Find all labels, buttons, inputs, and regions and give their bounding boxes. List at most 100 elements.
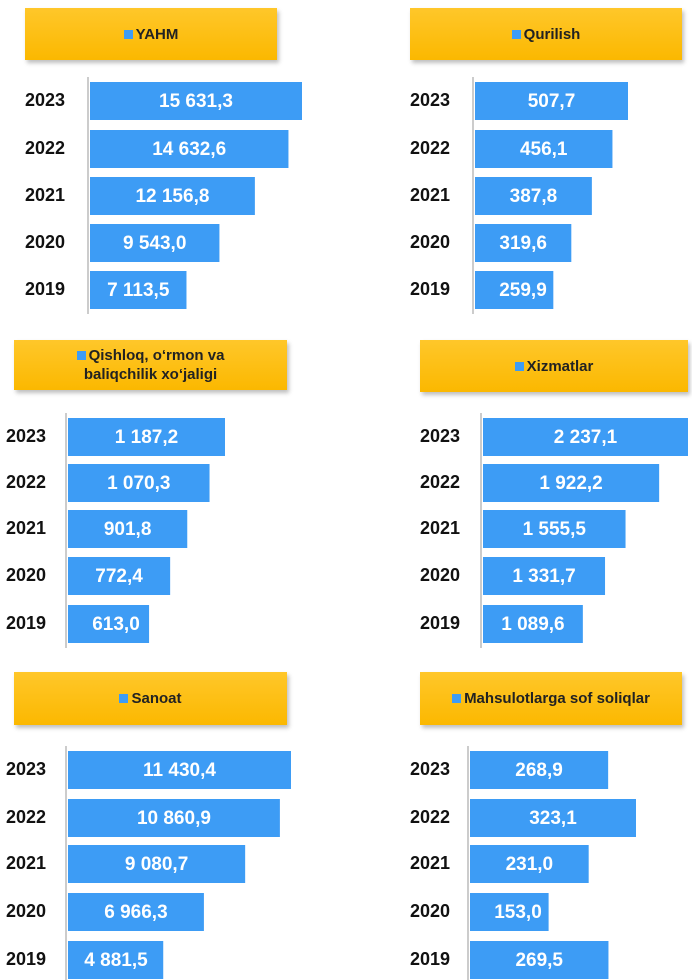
data-label: 319,6 <box>499 233 547 254</box>
data-label: 1 555,5 <box>523 519 587 540</box>
bar <box>475 82 628 120</box>
data-label: 9 080,7 <box>125 854 188 875</box>
y-tick-label: 2023 <box>410 759 450 779</box>
y-tick-label: 2019 <box>410 949 450 969</box>
y-tick-label: 2021 <box>6 518 46 538</box>
y-tick-label: 2020 <box>410 901 450 921</box>
data-label: 507,7 <box>528 91 576 112</box>
y-tick-label: 2020 <box>6 901 46 921</box>
bar <box>483 605 583 643</box>
bar <box>68 557 171 595</box>
data-label: 2 237,1 <box>554 427 618 448</box>
bar <box>470 751 609 789</box>
chart-title: YAHM <box>135 25 179 43</box>
y-tick-label: 2020 <box>6 565 46 585</box>
chart-title-wrap: Qishloq, o‘rmon va baliqchilik xo‘jaligi <box>44 346 257 384</box>
y-tick-label: 2023 <box>420 426 460 446</box>
bar <box>90 82 302 120</box>
y-tick-label: 2020 <box>410 232 450 252</box>
data-label: 268,9 <box>515 760 563 781</box>
y-tick-label: 2022 <box>410 138 450 158</box>
title-marker <box>76 351 86 360</box>
data-label: 1 331,7 <box>512 566 575 587</box>
data-label: 1 187,2 <box>115 427 178 448</box>
data-label: 613,0 <box>92 614 140 635</box>
y-tick-label: 2021 <box>25 185 65 205</box>
y-tick-label: 2022 <box>420 472 460 492</box>
chart-title-box: Qishloq, o‘rmon va baliqchilik xo‘jaligi <box>14 340 287 390</box>
data-label: 10 860,9 <box>137 808 211 829</box>
data-label: 231,0 <box>506 854 554 875</box>
data-label: 387,8 <box>510 186 558 207</box>
data-label: 259,9 <box>499 280 547 301</box>
data-label: 153,0 <box>494 902 542 923</box>
chart-title: Sanoat <box>131 690 182 707</box>
data-label: 772,4 <box>95 566 143 587</box>
data-label: 11 430,4 <box>143 760 216 781</box>
y-tick-label: 2019 <box>6 949 46 969</box>
bar <box>483 464 660 502</box>
y-tick-label: 2021 <box>6 853 46 873</box>
bar <box>483 510 626 548</box>
bar <box>470 941 609 979</box>
data-label: 14 632,6 <box>152 139 226 160</box>
title-marker <box>452 694 462 703</box>
y-tick-label: 2023 <box>6 759 46 779</box>
y-tick-label: 2019 <box>25 279 65 299</box>
chart-title-box: Xizmatlar <box>420 340 688 392</box>
chart-title-box: Mahsulotlarga sof soliqlar <box>420 672 682 725</box>
y-tick-label: 2021 <box>420 518 460 538</box>
bar <box>483 418 688 456</box>
data-label: 1 070,3 <box>107 473 170 494</box>
chart-title: Mahsulotlarga sof soliqlar <box>464 690 650 707</box>
bar <box>470 845 589 883</box>
title-marker <box>123 29 133 39</box>
bar <box>68 893 204 931</box>
data-label: 7 113,5 <box>107 280 170 301</box>
chart-title-box: YAHM <box>25 8 277 60</box>
y-tick-label: 2019 <box>410 279 450 299</box>
bar <box>68 845 246 883</box>
y-tick-label: 2023 <box>410 90 450 110</box>
y-tick-label: 2023 <box>6 426 46 446</box>
y-tick-label: 2022 <box>6 472 46 492</box>
y-tick-label: 2020 <box>420 565 460 585</box>
chart-title-box: Sanoat <box>14 672 287 725</box>
bar <box>68 510 188 548</box>
y-tick-label: 2019 <box>420 613 460 633</box>
data-label: 6 966,3 <box>104 902 167 923</box>
y-tick-label: 2021 <box>410 185 450 205</box>
bar <box>90 130 289 168</box>
bar <box>475 224 572 262</box>
chart-title-box: Qurilish <box>410 8 682 60</box>
title-marker <box>511 29 521 39</box>
bar <box>68 941 164 979</box>
data-label: 1 089,6 <box>501 614 564 635</box>
data-label: 15 631,3 <box>159 91 233 112</box>
data-label: 12 156,8 <box>135 186 209 207</box>
y-tick-label: 2022 <box>6 807 46 827</box>
bar <box>68 464 210 502</box>
y-tick-label: 2022 <box>25 138 65 158</box>
bar <box>68 418 225 456</box>
chart-title: Xizmatlar <box>526 357 594 375</box>
y-tick-label: 2023 <box>25 90 65 110</box>
bar <box>68 751 291 789</box>
chart-title-wrap: Mahsulotlarga sof soliqlar <box>452 689 650 708</box>
bar <box>90 271 187 309</box>
chart-title: Qishloq, o‘rmon va baliqchilik xo‘jaligi <box>83 347 225 383</box>
title-marker <box>514 361 524 371</box>
bar <box>475 130 613 168</box>
data-label: 323,1 <box>529 808 577 829</box>
bar <box>68 605 150 643</box>
data-label: 1 922,2 <box>539 473 602 494</box>
bar <box>470 893 549 931</box>
chart-title-wrap: Qurilish <box>511 25 580 44</box>
bar <box>483 557 606 595</box>
bar <box>68 799 280 837</box>
chart-title-wrap: Xizmatlar <box>514 357 594 376</box>
title-marker <box>119 694 129 703</box>
data-label: 456,1 <box>520 139 568 160</box>
